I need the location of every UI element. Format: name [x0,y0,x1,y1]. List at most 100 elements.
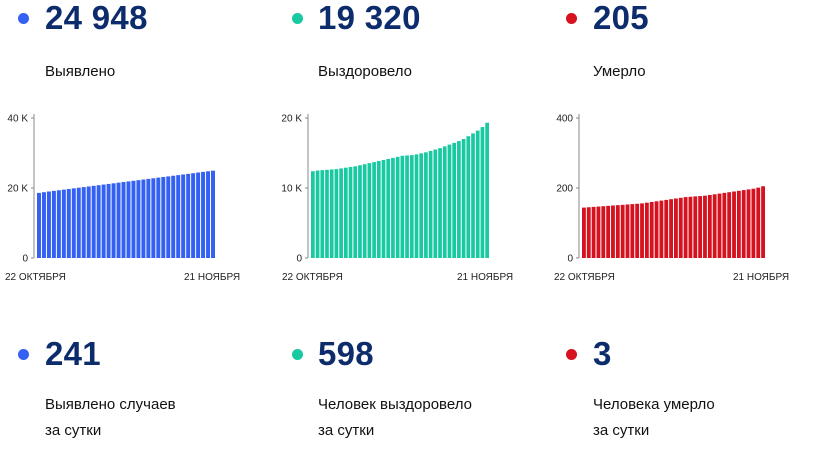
detected-bar [131,180,136,258]
recovered-bar [386,158,391,258]
deaths-bar [703,195,707,258]
recovered-bar [329,169,334,258]
deaths-bar [736,190,741,258]
daily-deaths-label-line2: за сутки [593,422,650,439]
recovered-bar [461,139,466,258]
detected-value: 24 948 [45,0,148,36]
deaths-bar [649,202,654,258]
detected-bar [166,176,171,258]
deaths-bar [707,195,712,258]
detected-bar [37,192,41,258]
daily-recovered-label-line2: за сутки [318,422,375,439]
daily-recovered-value: 598 [318,335,374,372]
recovered-bar [485,122,489,258]
daily-detected-value: 241 [45,335,101,372]
deaths-bar [717,193,722,258]
recovered-bar [466,136,471,258]
recovered-bar [376,161,381,258]
detected-bar [86,186,91,258]
recovered-label: Выздоровело [318,63,413,80]
deaths-label: Умерло [593,63,646,80]
recovered-x-end-label: 21 НОЯБРЯ [457,272,513,283]
detected-bar [41,192,46,258]
recovered-bar [419,153,424,258]
detected-label: Выявлено [45,63,116,80]
deaths-bar [712,194,717,258]
deaths-bar [625,204,630,258]
daily-deaths-value: 3 [593,335,612,372]
detected-y-tick-label: 40 K [7,114,28,125]
deaths-x-start-label: 22 ОКТЯБРЯ [554,272,615,283]
detected-bar [176,175,181,258]
recovered-bar [362,164,367,258]
deaths-bar [591,206,596,258]
recovered-bar [438,148,442,258]
deaths-dot-icon [566,13,577,24]
recovered-bar [320,170,325,258]
deaths-bar [756,187,761,258]
detected-bar [91,185,96,258]
recovered-bar [414,154,419,258]
deaths-bar [678,197,683,258]
recovered-chart: 0 10 K 20 K 22 ОКТЯБРЯ 21 НОЯБРЯ [281,114,513,284]
detected-bar [111,183,116,258]
recovered-bar [442,146,447,258]
deaths-bar [698,196,703,258]
recovered-y-tick-label: 10 K [281,184,302,195]
daily-recovered-dot-icon [292,349,303,360]
deaths-bar [732,191,736,258]
detected-bar [51,190,56,258]
recovered-bar [452,142,457,258]
recovered-bar [339,168,343,258]
recovered-bar [480,127,485,258]
detected-bar [171,175,176,258]
detected-bar [191,173,196,258]
deaths-bar [615,205,620,258]
recovered-y-tick-label: 0 [296,254,302,265]
deaths-bar [606,205,611,258]
deaths-chart: 0 200 400 22 ОКТЯБРЯ 21 НОЯБРЯ [554,114,789,284]
deaths-bar [674,198,678,258]
recovered-dot-icon [292,13,303,24]
deaths-bar [761,186,765,258]
daily-deaths-dot-icon [566,349,577,360]
detected-bar [136,180,141,258]
detected-bar [61,189,66,258]
detected-bar [156,177,161,258]
recovered-bar [433,149,438,258]
detected-bar [71,188,76,258]
detected-bar [96,185,101,258]
detected-bar [56,190,61,258]
deaths-bar [630,204,635,258]
detected-bar [196,172,201,258]
recovered-bar [471,133,475,258]
detected-bar [106,183,111,258]
detected-x-start-label: 22 ОКТЯБРЯ [5,272,66,283]
detected-bar [141,179,146,258]
detected-dot-icon [18,13,29,24]
recovered-bar [367,163,372,258]
recovered-y-tick-label: 20 K [281,114,302,125]
recovered-bar [475,130,480,258]
deaths-bar [640,203,644,258]
daily-detected-label-line1: Выявлено случаев [45,396,176,413]
recovered-bar [395,156,400,258]
deaths-bar [741,190,746,258]
recovered-bar [372,162,376,258]
deaths-bar [669,199,673,258]
recovered-x-start-label: 22 ОКТЯБРЯ [282,272,343,283]
recovered-bar [358,165,362,258]
detected-x-end-label: 21 НОЯБРЯ [184,272,240,283]
detected-bar [181,174,186,258]
detected-bar [146,178,151,258]
detected-bar [201,171,206,258]
recovered-bar [424,152,428,258]
detected-y-tick-label: 20 K [7,184,28,195]
detected-bar [206,171,211,258]
recovered-bar [343,167,348,258]
recovered-bar [334,169,339,258]
recovered-value: 19 320 [318,0,421,36]
recovered-bar [447,144,452,258]
deaths-bar [751,188,756,258]
daily-deaths-label-line1: Человека умерло [593,396,715,413]
